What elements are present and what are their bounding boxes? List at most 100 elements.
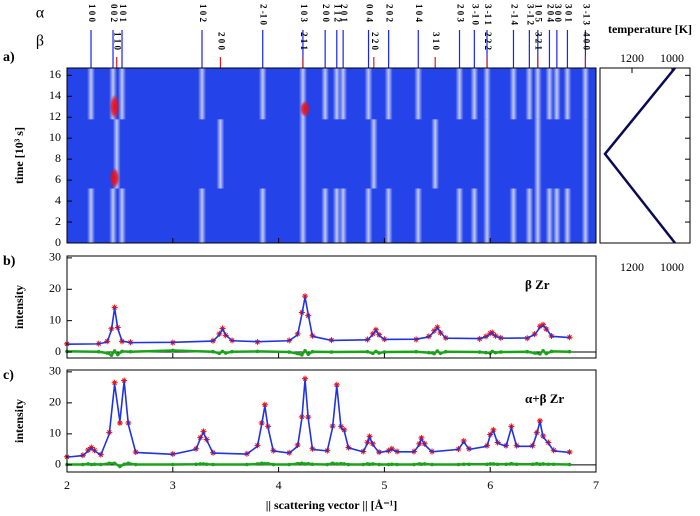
difference-point: [245, 462, 249, 467]
difference-point: [287, 462, 291, 467]
heatmap-streak: [581, 68, 590, 120]
difference-point: [467, 462, 471, 467]
peak-label: 1 0 5: [534, 4, 544, 23]
peak-label: 1 0 1: [118, 4, 128, 22]
difference-point: [300, 353, 304, 357]
x-tick-label: 1200: [620, 260, 644, 274]
difference-point: [365, 349, 370, 354]
x-tick-label: 3: [170, 478, 176, 492]
difference-point: [211, 349, 215, 354]
heatmap-streak: [87, 68, 96, 120]
heatmap-streak: [384, 188, 393, 243]
observed-point: [536, 417, 543, 424]
peak-label: 1 0 0: [87, 4, 97, 23]
difference-point: [122, 462, 126, 467]
difference-point: [194, 462, 198, 467]
heatmap-streak: [198, 68, 207, 120]
difference-point: [530, 462, 535, 467]
heatmap-streak: [455, 188, 464, 243]
heatmap-streak: [483, 68, 492, 120]
plot-frame: [66, 369, 597, 473]
observed-point: [333, 381, 340, 388]
difference-point: [414, 349, 418, 354]
heatmap-background: [67, 68, 596, 243]
difference-point: [477, 350, 482, 354]
y-tick-label: 0: [55, 344, 61, 358]
difference-point: [430, 462, 434, 467]
peak-label: 2 2 0: [370, 32, 380, 51]
difference-point: [310, 462, 315, 467]
peak-label: 2 0 4: [545, 4, 555, 23]
difference-point: [107, 461, 112, 466]
difference-point: [544, 351, 549, 356]
observed-point: [116, 420, 123, 427]
peak-label: 1 0 3: [299, 4, 309, 23]
y-axis-label: intensity: [12, 285, 26, 329]
y-tick-label: 8: [55, 151, 61, 165]
difference-point: [223, 351, 228, 355]
heatmap-streak: [298, 188, 307, 243]
observed-point: [536, 323, 543, 330]
peak-label: 2 0 0: [216, 32, 226, 51]
difference-point: [346, 462, 351, 467]
peak-label: 2 1 1: [299, 32, 309, 51]
difference-point: [86, 462, 90, 466]
difference-point: [567, 349, 572, 354]
difference-point: [427, 350, 431, 355]
heatmap-streak: [545, 188, 554, 243]
y-tick-label: 14: [49, 88, 61, 102]
heatmap-streak: [414, 68, 423, 120]
heatmap-streak: [483, 188, 492, 243]
difference-point: [509, 461, 514, 466]
observed-point: [111, 379, 118, 386]
peak-label: 3 -1 3: [581, 4, 591, 25]
peak-label: 0 0 4: [364, 4, 374, 23]
difference-point: [377, 351, 381, 355]
difference-point: [382, 350, 387, 354]
peak-label: 1 0 4: [414, 4, 424, 23]
difference-point: [133, 462, 138, 467]
heatmap-streak: [581, 188, 590, 243]
peak-label: 0 0 2: [109, 4, 119, 23]
y-tick-label: 20: [49, 281, 61, 295]
heatmap-streak: [321, 188, 330, 243]
hot-spot: [300, 100, 311, 118]
heatmap-streak: [339, 68, 348, 120]
difference-point: [96, 349, 101, 354]
x-tick-label: 1000: [660, 51, 684, 65]
difference-point: [255, 462, 260, 466]
heatmap-streak: [581, 119, 590, 189]
y-tick-label: 16: [49, 67, 61, 81]
difference-point: [490, 349, 495, 354]
difference-point: [266, 461, 270, 466]
heatmap-streak: [332, 188, 341, 243]
peak-label: 2 0 0: [321, 4, 331, 23]
heatmap-streak: [258, 68, 267, 120]
difference-point: [171, 462, 175, 467]
x-tick-label: 2: [64, 478, 70, 492]
difference-point: [112, 461, 117, 466]
difference-point: [395, 462, 399, 467]
difference-point: [495, 462, 500, 467]
difference-point: [92, 462, 97, 467]
heatmap-streak: [525, 68, 534, 120]
difference-point: [329, 350, 334, 354]
y-tick-label: 20: [49, 395, 61, 409]
heatmap-streak: [364, 188, 373, 243]
difference-point: [377, 462, 381, 467]
heatmap-streak: [112, 119, 121, 189]
phase-symbol: α: [36, 5, 45, 22]
plot-frame: [66, 67, 597, 244]
difference-point: [126, 461, 131, 466]
difference-point: [295, 461, 300, 466]
x-tick-label: 4: [276, 478, 282, 492]
plot-frame: [66, 255, 597, 359]
difference-point: [81, 462, 85, 467]
heatmap-streak: [470, 68, 479, 120]
y-tick-label: 6: [55, 172, 61, 186]
difference-point: [211, 462, 215, 467]
difference-point: [99, 462, 103, 467]
y-tick-label: 30: [49, 250, 61, 264]
difference-point: [120, 349, 124, 354]
difference-point: [541, 348, 545, 353]
